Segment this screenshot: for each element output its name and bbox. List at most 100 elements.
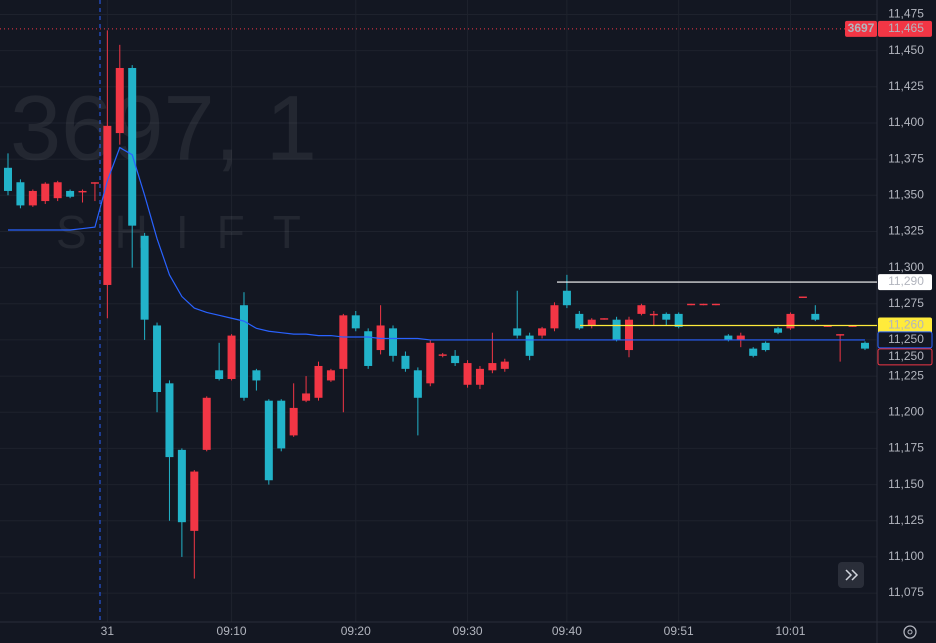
candle-body xyxy=(488,363,497,371)
candle-body xyxy=(587,319,596,326)
last-price-label: 11,465 xyxy=(888,21,924,35)
candle-body xyxy=(165,383,174,458)
x-tick-label: 10:01 xyxy=(775,624,805,638)
y-tick-label: 11,275 xyxy=(888,296,924,310)
candle-body xyxy=(78,190,87,193)
watermark: 3697, 1 xyxy=(10,77,317,179)
candle-body xyxy=(351,315,360,329)
last-price-name: 3697 xyxy=(848,21,875,35)
candle-body xyxy=(811,313,820,320)
last-price-name-bg xyxy=(845,20,877,37)
y-tick-label: 11,475 xyxy=(888,7,924,21)
y-tick-label: 11,325 xyxy=(888,224,924,238)
ma-tag xyxy=(877,331,933,349)
candle-body xyxy=(103,125,112,285)
candle-body xyxy=(662,313,671,320)
x-tick-label: 09:40 xyxy=(552,624,582,638)
watermark-sub: SHIFT xyxy=(56,206,329,258)
x-tick-label: 09:30 xyxy=(453,624,483,638)
y-tick-label: 11,300 xyxy=(888,260,924,274)
y-tick-label: 11,450 xyxy=(888,43,924,57)
scroll-icon[interactable] xyxy=(845,569,859,581)
y-tick-label: 11,125 xyxy=(888,513,924,527)
y-tick-label: 11,200 xyxy=(888,404,924,418)
candle-body xyxy=(326,370,335,381)
y-tick-label: 11,400 xyxy=(888,115,924,129)
candle-body xyxy=(612,319,621,340)
candle-body xyxy=(525,335,534,356)
candle-body xyxy=(302,393,311,401)
candle-body xyxy=(513,328,522,336)
candle-body xyxy=(140,235,149,320)
candle-body xyxy=(16,182,25,206)
candle-body xyxy=(438,354,447,356)
candle-body xyxy=(289,407,298,436)
y-tick-label: 11,425 xyxy=(888,79,924,93)
candle-body xyxy=(401,355,410,369)
candle-body xyxy=(339,315,348,369)
candle-body xyxy=(90,182,99,184)
last-price-tag xyxy=(878,20,932,37)
candle-body xyxy=(28,190,37,206)
candle-body xyxy=(264,400,273,481)
candle-body xyxy=(823,325,832,327)
candle-body xyxy=(860,342,869,349)
candle-body xyxy=(66,190,75,197)
candle-body xyxy=(774,328,783,333)
ma-line xyxy=(8,146,865,341)
y-tick-label: 11,075 xyxy=(888,585,924,599)
candle-body xyxy=(128,67,137,226)
y-tick-label: 11,350 xyxy=(888,187,924,201)
x-tick-label: 09:10 xyxy=(217,624,247,638)
price-line-label: 11,260 xyxy=(888,318,924,332)
candle-body xyxy=(190,471,199,531)
candle-body xyxy=(364,331,373,366)
candle-body xyxy=(687,303,696,306)
ma-tag-label: 11,250 xyxy=(888,332,924,346)
candle-body xyxy=(177,449,186,523)
candle-body xyxy=(736,335,745,340)
candle-body xyxy=(239,305,248,398)
candle-body xyxy=(749,348,758,356)
x-tick-label: 09:20 xyxy=(341,624,371,638)
candle-body xyxy=(836,334,845,336)
settings-icon[interactable] xyxy=(903,625,917,639)
candle-body xyxy=(115,67,124,134)
candle-body xyxy=(41,183,50,202)
candle-body xyxy=(202,397,211,450)
candle-body xyxy=(637,305,646,314)
settings-button[interactable] xyxy=(903,625,917,639)
candle-body xyxy=(314,365,323,398)
candle-body xyxy=(153,325,162,393)
price-line-tag xyxy=(878,274,932,291)
close-tag-label: 11,250 xyxy=(888,349,924,363)
y-tick-label: 11,100 xyxy=(888,549,924,563)
candle-body xyxy=(562,290,571,306)
price-line-label: 11,290 xyxy=(888,274,924,288)
y-tick-label: 11,175 xyxy=(888,441,924,455)
candle-body xyxy=(761,342,770,351)
candle-body xyxy=(4,167,12,191)
scroll-button[interactable] xyxy=(838,562,864,588)
candle-body xyxy=(475,368,484,385)
candle-body xyxy=(376,325,385,351)
candle-body xyxy=(711,303,720,306)
candle-body xyxy=(724,335,733,340)
price-line-tag xyxy=(878,317,932,334)
candle-body xyxy=(649,313,658,316)
candle-body xyxy=(625,319,633,351)
candle-body xyxy=(215,370,224,379)
candle-body xyxy=(848,325,857,327)
x-tick-label: 09:51 xyxy=(664,624,694,638)
candle-body xyxy=(575,313,584,329)
candle-body xyxy=(53,182,62,199)
candle-body xyxy=(674,313,683,327)
candle-body xyxy=(798,296,807,298)
candle-body xyxy=(786,313,795,329)
candle-body xyxy=(227,335,236,379)
candle-body xyxy=(538,328,547,336)
candle-body xyxy=(600,318,609,320)
close-tag xyxy=(877,348,933,366)
settings-icon-center[interactable] xyxy=(907,629,913,635)
